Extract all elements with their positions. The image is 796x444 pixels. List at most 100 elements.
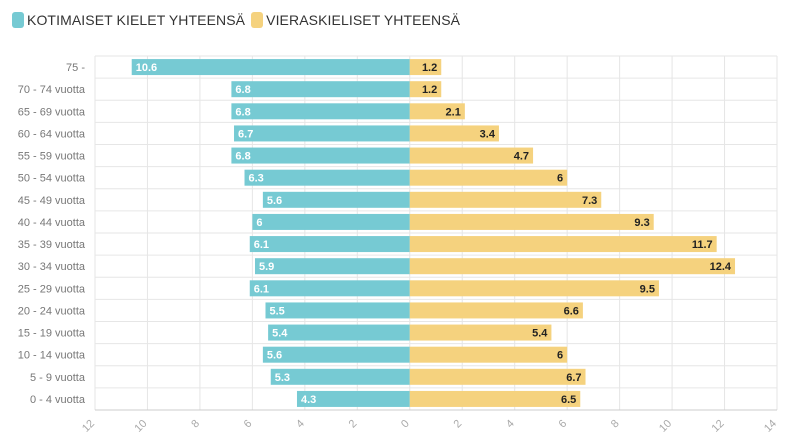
x-tick-label-10: 8 [609, 418, 622, 431]
data-label-domestic-9: 5.9 [259, 261, 274, 273]
bar-domestic-9 [255, 258, 410, 275]
x-tick-label-5: 2 [347, 418, 360, 431]
x-tick-label-0: 12 [80, 418, 97, 435]
category-label-1: 70 - 74 vuotta [18, 84, 86, 96]
x-tick-label-11: 10 [657, 418, 674, 435]
data-label-foreign-4: 4.7 [514, 151, 529, 163]
x-tick-label-2: 8 [189, 418, 202, 431]
data-label-domestic-1: 6.8 [235, 84, 250, 96]
bar-foreign-6 [409, 191, 602, 208]
data-label-foreign-15: 6.5 [561, 394, 576, 406]
category-label-4: 55 - 59 vuotta [18, 151, 86, 163]
data-label-foreign-0: 1.2 [422, 62, 437, 74]
bar-domestic-5 [244, 169, 410, 186]
bar-domestic-13 [262, 346, 410, 363]
category-label-14: 5 - 9 vuotta [30, 372, 86, 384]
x-tick-label-8: 4 [504, 418, 517, 431]
data-label-foreign-12: 5.4 [532, 328, 548, 340]
x-tick-label-4: 4 [294, 418, 307, 431]
bar-domestic-12 [268, 324, 410, 341]
category-label-10: 25 - 29 vuotta [18, 283, 86, 295]
x-tick-label-9: 6 [556, 418, 569, 431]
data-label-foreign-14: 6.7 [566, 372, 581, 384]
bar-foreign-9 [409, 258, 736, 275]
data-label-domestic-15: 4.3 [301, 394, 316, 406]
bar-domestic-10 [249, 280, 410, 297]
bar-domestic-14 [270, 368, 410, 385]
x-tick-label-12: 12 [710, 418, 727, 435]
category-label-0: 75 - [66, 62, 85, 74]
data-label-foreign-7: 9.3 [634, 217, 649, 229]
data-label-domestic-13: 5.6 [267, 350, 282, 362]
category-label-13: 10 - 14 vuotta [18, 350, 86, 362]
bar-foreign-10 [409, 280, 659, 297]
data-label-foreign-2: 2.1 [446, 106, 461, 118]
data-label-foreign-8: 11.7 [692, 239, 713, 251]
bar-foreign-0 [409, 59, 442, 76]
bar-foreign-5 [409, 169, 568, 186]
category-label-3: 60 - 64 vuotta [18, 128, 86, 140]
bar-domestic-2 [231, 103, 410, 120]
data-label-foreign-6: 7.3 [582, 195, 597, 207]
bar-foreign-1 [409, 81, 442, 98]
data-label-domestic-12: 5.4 [272, 328, 288, 340]
legend-item-foreign[interactable]: VIERASKIELISET YHTEENSÄ [251, 12, 460, 28]
x-tick-label-6: 0 [399, 418, 412, 431]
category-label-6: 45 - 49 vuotta [18, 195, 86, 207]
legend-swatch-foreign [251, 12, 264, 28]
legend-label-foreign: VIERASKIELISET YHTEENSÄ [266, 12, 461, 28]
x-tick-label-7: 2 [452, 418, 465, 431]
legend: KOTIMAISET KIELET YHTEENSÄ VIERASKIELISE… [12, 12, 466, 28]
data-label-foreign-13: 6 [557, 350, 563, 362]
data-label-domestic-2: 6.8 [235, 106, 250, 118]
bar-domestic-3 [234, 125, 410, 142]
category-label-2: 65 - 69 vuotta [18, 106, 86, 118]
data-label-domestic-8: 6.1 [254, 239, 269, 251]
data-label-foreign-5: 6 [557, 173, 563, 185]
category-label-9: 30 - 34 vuotta [18, 261, 86, 273]
category-label-11: 20 - 24 vuotta [18, 305, 86, 317]
bar-domestic-6 [262, 191, 410, 208]
data-label-domestic-14: 5.3 [275, 372, 290, 384]
category-label-5: 50 - 54 vuotta [18, 173, 86, 185]
bar-domestic-7 [252, 213, 410, 230]
x-tick-label-1: 10 [132, 418, 149, 435]
bar-foreign-2 [409, 103, 465, 120]
bar-domestic-1 [231, 81, 410, 98]
legend-swatch-domestic [12, 12, 24, 28]
data-label-foreign-11: 6.6 [564, 305, 579, 317]
legend-label-domestic: KOTIMAISET KIELET YHTEENSÄ [27, 12, 246, 28]
bar-domestic-11 [265, 302, 410, 319]
bar-foreign-7 [409, 213, 654, 230]
data-label-domestic-5: 6.3 [249, 173, 264, 185]
x-tick-label-3: 6 [242, 418, 255, 431]
category-label-15: 0 - 4 vuotta [30, 394, 86, 406]
data-label-domestic-0: 10.6 [136, 62, 157, 74]
data-label-domestic-4: 6.8 [235, 151, 250, 163]
bar-domestic-0 [131, 59, 410, 76]
data-label-domestic-10: 6.1 [254, 283, 269, 295]
bar-foreign-4 [409, 147, 534, 164]
bar-domestic-4 [231, 147, 410, 164]
bar-foreign-11 [409, 302, 583, 319]
bar-domestic-8 [249, 236, 410, 253]
bar-foreign-14 [409, 368, 586, 385]
bar-foreign-8 [409, 236, 717, 253]
category-label-12: 15 - 19 vuotta [18, 328, 86, 340]
x-tick-label-13: 14 [762, 418, 779, 435]
data-label-domestic-3: 6.7 [238, 128, 253, 140]
data-label-foreign-10: 9.5 [640, 283, 655, 295]
bar-foreign-12 [409, 324, 552, 341]
bar-domestic-15 [296, 390, 410, 407]
category-label-7: 40 - 44 vuotta [18, 217, 86, 229]
data-label-domestic-6: 5.6 [267, 195, 282, 207]
bar-foreign-13 [409, 346, 568, 363]
data-label-foreign-9: 12.4 [710, 261, 732, 273]
bar-foreign-3 [409, 125, 499, 142]
data-label-domestic-11: 5.5 [270, 305, 285, 317]
bar-foreign-15 [409, 390, 581, 407]
data-label-foreign-1: 1.2 [422, 84, 437, 96]
data-label-foreign-3: 3.4 [480, 128, 496, 140]
legend-item-domestic[interactable]: KOTIMAISET KIELET YHTEENSÄ [12, 12, 245, 28]
